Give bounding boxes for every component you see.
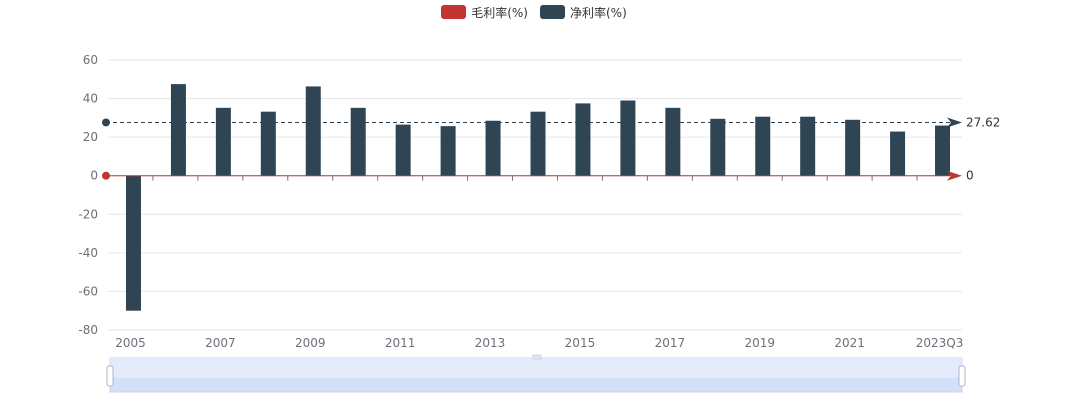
y-tick-label: -80 <box>78 323 98 337</box>
x-tick-label: 2015 <box>565 336 596 350</box>
bar-net-2009 <box>305 86 321 176</box>
y-tick-label: 40 <box>83 92 98 106</box>
y-tick-label: 60 <box>83 53 98 67</box>
legend-item-0[interactable]: 毛利率(%) <box>441 4 528 21</box>
mark-line-label: 27.62 <box>966 115 1000 129</box>
y-tick-label: -60 <box>78 284 98 298</box>
chart-legend: 毛利率(%) 净利率(%) <box>0 3 1068 21</box>
bar-series <box>125 84 951 311</box>
y-tick-label: 0 <box>90 169 98 183</box>
x-tick-label: 2013 <box>475 336 506 350</box>
x-tick-label: 2011 <box>385 336 416 350</box>
bar-net-2019 <box>755 116 771 176</box>
bar-net-2013 <box>485 120 501 176</box>
legend-item-1[interactable]: 净利率(%) <box>540 4 627 21</box>
mark-line-label: 0 <box>966 169 974 183</box>
y-tick-label: -20 <box>78 207 98 221</box>
mark-line-start-dot <box>102 118 110 127</box>
legend-label: 净利率(%) <box>570 5 627 20</box>
bar-net-2008 <box>260 111 276 176</box>
bar-net-2007 <box>215 107 231 176</box>
legend-swatch <box>441 5 467 19</box>
x-tick-label: 2019 <box>744 336 775 350</box>
zoom-move-handle <box>532 354 542 360</box>
bar-net-2011 <box>395 124 411 176</box>
mark-line-start-dot <box>102 171 110 180</box>
bar-net-2012 <box>440 126 456 176</box>
zoom-left-handle[interactable] <box>106 365 114 387</box>
x-tick-label: 2017 <box>655 336 686 350</box>
bar-net-2017 <box>665 107 681 176</box>
mark-line-arrow-icon <box>947 170 962 181</box>
bar-net-2015 <box>575 103 591 176</box>
y-axis: 60 40 20 0 -20 -40 -60 -80 <box>78 53 98 337</box>
data-zoom-slider[interactable] <box>106 354 966 393</box>
x-tick-label: 2005 <box>115 336 146 350</box>
x-tick-label: 2009 <box>295 336 326 350</box>
x-tick-label: 2007 <box>205 336 236 350</box>
bar-net-2018 <box>710 118 726 176</box>
mark-lines: 27.62 0 <box>102 115 1000 183</box>
y-tick-label: 20 <box>83 130 98 144</box>
legend-swatch <box>540 5 565 19</box>
x-tick-label: 2021 <box>834 336 865 350</box>
x-tick-label: 2023Q3 <box>916 336 964 350</box>
mark-line-arrow-icon <box>947 117 962 128</box>
bar-net-2021 <box>845 119 861 176</box>
bar-net-2022 <box>890 131 906 176</box>
y-tick-label: -40 <box>78 246 98 260</box>
bar-net-2014 <box>530 111 546 176</box>
zoom-range-highlight <box>110 358 962 378</box>
zoom-right-handle[interactable] <box>958 365 966 387</box>
bar-net-2023Q3 <box>935 125 951 176</box>
bar-net-2020 <box>800 116 816 176</box>
legend-label: 毛利率(%) <box>471 5 528 20</box>
bar-net-2016 <box>620 100 636 176</box>
grid-lines <box>108 59 962 331</box>
x-axis: 2005 2007 2009 2011 2013 2015 2017 2019 2021 2023… <box>115 175 964 350</box>
bar-net-2006 <box>170 84 186 176</box>
bar-net-2010 <box>350 107 366 176</box>
bar-net-2005 <box>125 175 141 311</box>
